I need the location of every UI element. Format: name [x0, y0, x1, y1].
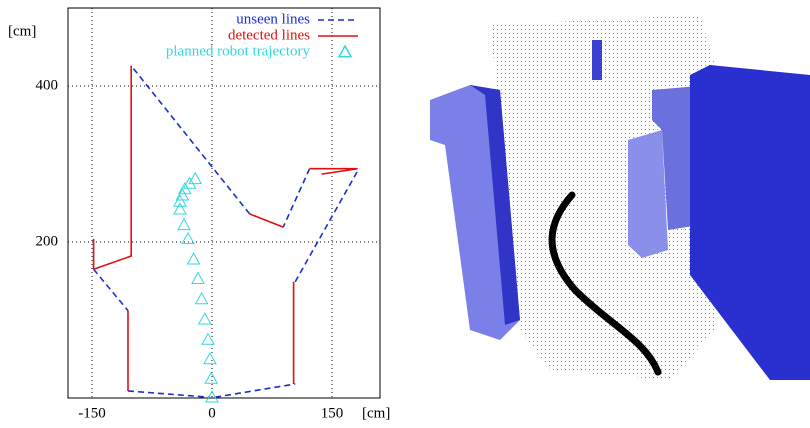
figure: [cm] [cm] -150 0 150 200 400 unseen linesdete… — [0, 0, 810, 428]
plot-frame — [68, 8, 380, 398]
y-axis-label: [cm] — [8, 23, 36, 39]
trajectory-marker — [196, 293, 208, 304]
trajectory-marker — [192, 273, 204, 284]
x-axis-label: [cm] — [362, 405, 390, 421]
x-tick-label: -150 — [78, 405, 106, 421]
trajectory-marker — [188, 253, 200, 264]
legend-marker — [339, 46, 351, 57]
y-tick-label: 400 — [36, 77, 59, 93]
trajectory-marker — [189, 173, 201, 184]
x-tick-label: 0 — [208, 405, 216, 421]
trajectory-marker — [199, 313, 211, 324]
trajectory-marker — [202, 334, 214, 345]
wall-box — [592, 40, 602, 80]
line-series — [94, 66, 358, 391]
3d-view — [400, 0, 810, 428]
map-plot: [cm] [cm] -150 0 150 200 400 unseen linesdete… — [0, 0, 400, 428]
legend-label: unseen lines — [236, 11, 310, 27]
trajectory-marker — [178, 219, 190, 230]
y-tick-label: 200 — [36, 233, 59, 249]
legend-label: planned robot trajectory — [166, 43, 311, 59]
line-series — [94, 66, 358, 398]
trajectory-marker — [174, 195, 186, 206]
trajectory-marker — [205, 373, 217, 384]
legend-label: detected lines — [228, 27, 310, 43]
x-tick-label: 150 — [321, 405, 344, 421]
trajectory-marker — [204, 353, 216, 364]
wall-box — [628, 130, 668, 258]
trajectory-marker — [174, 203, 186, 214]
